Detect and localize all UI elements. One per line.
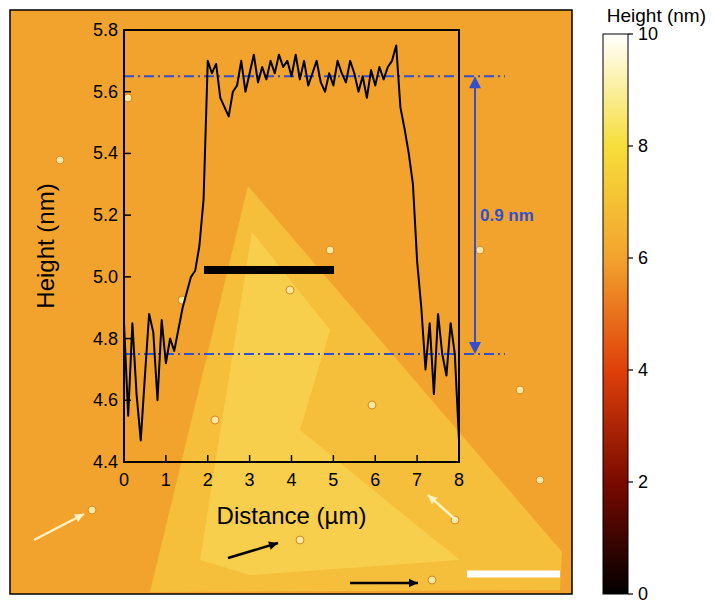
x-tick-label: 5 [328, 470, 338, 490]
y-tick-label: 5.0 [93, 267, 118, 287]
arrow-shaft [428, 495, 456, 520]
colorbar-tick [628, 145, 633, 146]
y-tick [124, 91, 131, 93]
colorbar-tick [628, 257, 633, 258]
scale-bar [467, 571, 560, 578]
y-tick-label: 5.4 [93, 143, 118, 163]
x-tick [416, 455, 418, 462]
arrow-head [469, 76, 481, 88]
colorbar-tick-label: 10 [638, 24, 658, 44]
y-tick-label: 5.2 [93, 205, 118, 225]
x-tick [375, 455, 377, 462]
colorbar-tick-label: 0 [638, 584, 648, 604]
afm-particle [211, 416, 219, 424]
reference-line [124, 75, 505, 77]
x-tick-label: 4 [286, 470, 296, 490]
colorbar-tick [628, 593, 633, 594]
y-tick [124, 153, 131, 155]
colorbar-tick [628, 481, 633, 482]
x-tick-label: 0 [119, 470, 129, 490]
colorbar-tick-label: 4 [638, 360, 648, 380]
arrow-head [469, 342, 481, 354]
colorbar-tick-label: 2 [638, 472, 648, 492]
y-tick [124, 400, 131, 402]
arrow-head [409, 579, 418, 588]
afm-particle [56, 156, 64, 164]
afm-flake [150, 186, 562, 592]
colorbar-tick-label: 8 [638, 136, 648, 156]
x-tick [458, 455, 460, 462]
arrow-head [74, 514, 84, 522]
x-tick-label: 1 [161, 470, 171, 490]
y-tick [124, 214, 131, 216]
afm-particle [88, 506, 96, 514]
afm-bilayer [200, 232, 460, 575]
afm-particle [516, 386, 524, 394]
afm-particle [428, 576, 436, 584]
chart: 0.9 nm 0 1 2 3 4 5 6 7 8 4.4 4.6 4.8 5.0 5.2 5.4 5.6 5.8 D… [0, 0, 714, 606]
x-tick-label: 3 [245, 470, 255, 490]
afm-background [10, 10, 572, 594]
y-tick-label: 5.8 [93, 20, 118, 40]
colorbar-tick-label: 6 [638, 248, 648, 268]
y-tick-label: 5.6 [93, 82, 118, 102]
arrow [228, 541, 278, 558]
x-tick [249, 455, 251, 462]
x-tick [207, 455, 209, 462]
profile-marker [204, 266, 334, 274]
annotation-label: 0.9 nm [480, 206, 534, 225]
arrow [34, 514, 84, 540]
afm-image [10, 10, 572, 594]
arrow [428, 495, 456, 520]
y-tick [124, 461, 131, 463]
colorbar-tick [628, 33, 633, 34]
x-tick-label: 2 [203, 470, 213, 490]
arrow-shaft [350, 582, 418, 585]
y-tick [124, 276, 131, 278]
x-axis-title: Distance (µm) [217, 502, 367, 529]
label-patch [479, 205, 535, 226]
y-tick [124, 338, 131, 340]
afm-particle [124, 94, 132, 102]
y-tick [124, 29, 131, 31]
annotation-arrow [474, 84, 476, 346]
afm-particle [326, 246, 334, 254]
x-tick-label: 8 [454, 470, 464, 490]
colorbar-title: Height (nm) [607, 5, 706, 26]
plot-frame [124, 30, 459, 462]
annotation: 0.9 nm [124, 76, 535, 354]
x-tick [165, 455, 167, 462]
arrow-shaft [34, 514, 84, 540]
y-axis-title: Height (nm) [32, 183, 59, 308]
colorbar-scale [603, 34, 628, 594]
arrow-head [428, 495, 438, 504]
arrow [350, 579, 418, 588]
y-tick-label: 4.6 [93, 390, 118, 410]
afm-particle [368, 401, 376, 409]
afm-particle [536, 476, 544, 484]
colorbar-tick [628, 369, 633, 370]
y-tick-label: 4.8 [93, 329, 118, 349]
profile-line [124, 45, 459, 440]
colorbar: 0 2 4 6 8 10Height (nm) [603, 5, 706, 604]
x-tick [123, 455, 125, 462]
arrow-head [268, 541, 278, 549]
x-tick [333, 455, 335, 462]
y-tick-label: 4.4 [93, 452, 118, 472]
x-tick-label: 6 [370, 470, 380, 490]
afm-particle [476, 246, 484, 254]
afm-particle [286, 286, 294, 294]
axes: 0 1 2 3 4 5 6 7 8 4.4 4.6 4.8 5.0 5.2 5.4 5.6 5.8 Distanc… [32, 20, 464, 529]
x-tick [291, 455, 293, 462]
x-tick-label: 7 [412, 470, 422, 490]
plot-data [124, 45, 459, 440]
afm-particle [296, 536, 304, 544]
